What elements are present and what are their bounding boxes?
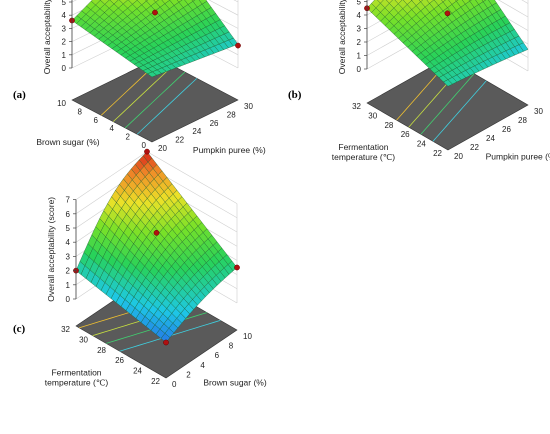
z-tick-label: 3 <box>62 24 67 33</box>
y-tick-label: 6 <box>94 116 99 125</box>
z-tick-label: 4 <box>66 238 71 247</box>
y-tick-label: 28 <box>384 121 393 130</box>
z-tick-label: 0 <box>66 295 71 304</box>
y-axis-label: temperature (℃) <box>332 152 396 162</box>
y-tick-label: 10 <box>57 99 66 108</box>
z-tick-label: 3 <box>66 252 71 261</box>
y-tick-label: 30 <box>368 111 377 120</box>
x-tick-label: 0 <box>172 380 177 389</box>
surface-cell <box>443 79 453 87</box>
design-point <box>444 10 451 17</box>
z-tick-label: 2 <box>66 267 71 276</box>
z-axis-label: Overall acceptability (score) <box>46 197 56 302</box>
z-tick-label: 5 <box>66 224 71 233</box>
x-axis-label: Pumpkin puree (%) <box>486 151 550 161</box>
surface-cell <box>441 0 446 3</box>
z-tick-label: 2 <box>62 38 67 47</box>
z-tick-label: 0 <box>62 64 67 73</box>
z-tick-label: 7 <box>66 196 71 205</box>
panel-label: (c) <box>13 323 26 335</box>
floor-contour <box>136 78 198 135</box>
z-tick-label: 1 <box>66 281 71 290</box>
y-tick-label: 32 <box>352 102 361 111</box>
design-point <box>234 264 240 271</box>
z-tick-label: 4 <box>62 11 67 20</box>
surface-cell <box>176 0 183 3</box>
z-tick-label: 2 <box>357 38 362 47</box>
design-point <box>144 148 150 155</box>
x-tick-label: 4 <box>200 361 205 370</box>
y-tick-label: 32 <box>61 325 70 334</box>
surface-mesh <box>75 151 238 343</box>
z-tick-label: 3 <box>357 25 362 34</box>
x-tick-label: 26 <box>502 125 511 134</box>
z-tick-label: 4 <box>357 11 362 20</box>
z-tick-label: 5 <box>357 0 362 7</box>
z-axis-label: Overall acceptability (score) <box>42 0 52 74</box>
floor-contour <box>112 65 174 122</box>
y-tick-label: 0 <box>142 141 147 150</box>
y-tick-label: 4 <box>110 124 115 133</box>
x-tick-label: 20 <box>454 152 463 161</box>
surface-cell <box>418 0 423 3</box>
z-axis-label: Overall acceptability (score) <box>337 0 347 74</box>
x-axis-label: Pumpkin puree (%) <box>193 145 266 155</box>
x-tick-label: 30 <box>534 107 543 116</box>
floor-contour <box>124 71 186 129</box>
surface-mesh <box>366 0 529 87</box>
x-tick-label: 26 <box>210 119 219 128</box>
x-tick-label: 10 <box>243 332 252 341</box>
panel-c <box>73 148 240 379</box>
design-point <box>163 339 169 346</box>
y-axis-label: Fermentation <box>51 367 101 377</box>
panel-b <box>364 0 529 151</box>
panel-a <box>69 0 241 143</box>
y-axis-label: temperature (℃) <box>45 377 109 387</box>
x-tick-label: 28 <box>518 116 527 125</box>
y-tick-label: 30 <box>79 335 88 344</box>
panel-label: (a) <box>13 89 26 101</box>
y-tick-label: 24 <box>133 367 142 376</box>
y-tick-label: 22 <box>433 149 442 158</box>
design-point <box>153 229 160 236</box>
x-tick-label: 24 <box>192 127 201 136</box>
x-tick-label: 20 <box>158 144 167 153</box>
floor-contour <box>432 80 487 142</box>
x-tick-label: 22 <box>470 143 479 152</box>
y-tick-label: 2 <box>126 133 131 142</box>
y-axis-label: Brown sugar (%) <box>36 137 99 147</box>
x-tick-label: 28 <box>227 110 236 119</box>
floor-contour <box>420 73 475 135</box>
surface-cell <box>147 71 158 78</box>
x-tick-label: 30 <box>244 102 253 111</box>
z-tick-label: 5 <box>62 0 67 7</box>
y-tick-label: 24 <box>417 140 426 149</box>
y-tick-label: 26 <box>401 130 410 139</box>
y-tick-label: 28 <box>97 346 106 355</box>
x-tick-label: 24 <box>486 134 495 143</box>
surface-mesh <box>71 0 239 78</box>
x-tick-label: 22 <box>175 136 184 145</box>
x-tick-label: 6 <box>215 351 220 360</box>
z-tick-label: 6 <box>66 210 71 219</box>
surface-cell <box>153 0 159 3</box>
x-axis-label: Brown sugar (%) <box>203 378 266 388</box>
y-tick-label: 8 <box>78 107 83 116</box>
y-axis-label: Fermentation <box>338 142 388 152</box>
z-tick-label: 1 <box>62 51 67 60</box>
y-tick-label: 26 <box>115 356 124 365</box>
y-tick-label: 22 <box>151 377 160 386</box>
z-tick-label: 1 <box>357 52 362 61</box>
panel-label: (b) <box>288 89 302 101</box>
x-tick-label: 8 <box>229 342 234 351</box>
design-point <box>152 9 158 16</box>
z-tick-label: 0 <box>357 65 362 74</box>
x-tick-label: 2 <box>186 370 191 379</box>
design-point <box>235 42 241 49</box>
